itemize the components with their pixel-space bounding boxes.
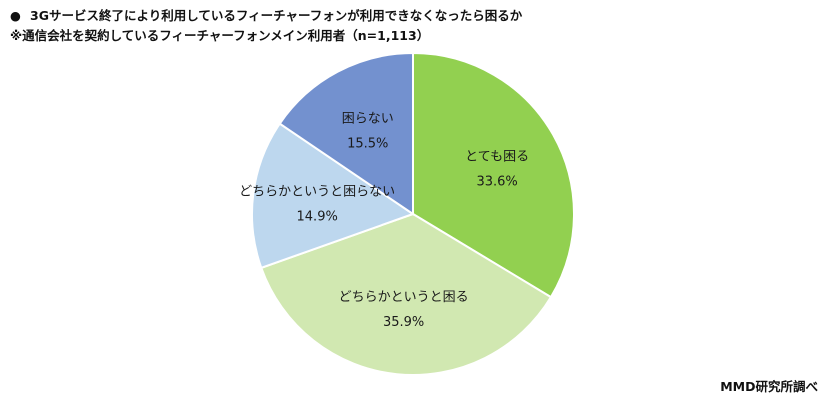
slice-value-4: 15.5% xyxy=(347,137,388,152)
chart-title-text: 3Gサービス終了により利用しているフィーチャーフォンが利用できなくなったら困るか xyxy=(30,8,523,23)
pie-labels: とても困る 33.6% どちらかというと困る 35.9% どちらかというと困らない 14.… xyxy=(239,112,529,330)
chart-title: ● 3Gサービス終了により利用しているフィーチャーフォンが利用できなくなったら困る… xyxy=(10,5,522,24)
slice-value-2: 35.9% xyxy=(383,315,424,330)
slice-value-1: 33.6% xyxy=(476,174,517,189)
chart-subtitle: ※通信会社を契約しているフィーチャーフォンメイン利用者（n=1,113） xyxy=(10,28,430,43)
bullet-icon: ● xyxy=(10,8,21,23)
slice-label-1: とても困る xyxy=(465,149,529,164)
slice-label-2: どちらかというと困る xyxy=(339,290,469,305)
pie-slice-1 xyxy=(412,51,575,299)
slice-label-3: どちらかというと困らない xyxy=(239,185,395,200)
pie-slice-2 xyxy=(260,212,553,376)
pie-slice-3 xyxy=(251,122,416,270)
pie-slice-4 xyxy=(278,51,414,216)
pie-slices xyxy=(251,51,575,376)
source-credit: MMD研究所調べ xyxy=(720,379,818,394)
slice-label-4: 困らない xyxy=(342,112,394,127)
slice-value-3: 14.9% xyxy=(297,210,338,225)
